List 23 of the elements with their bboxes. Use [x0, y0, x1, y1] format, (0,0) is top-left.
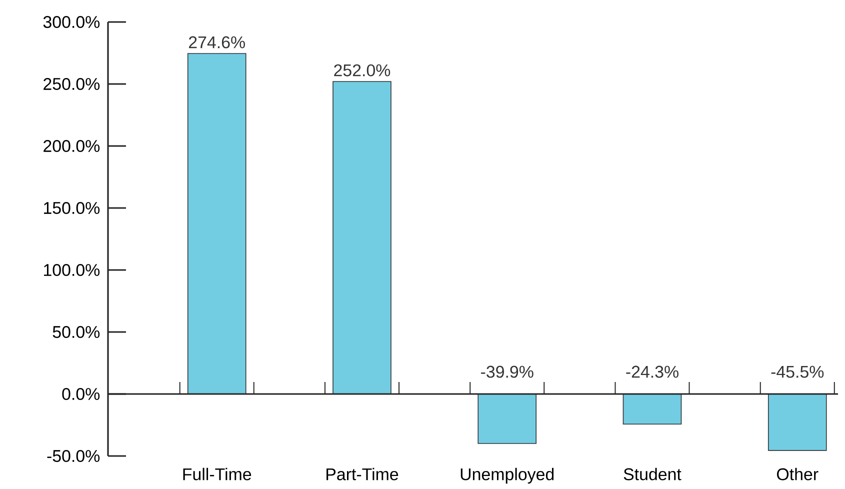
bar: [332, 81, 392, 394]
x-tick-label: Part-Time: [326, 468, 398, 480]
data-label: 274.6%: [188, 36, 245, 48]
bar: [478, 394, 537, 444]
x-tick-label: Student: [624, 468, 682, 480]
x-tick-label: Other: [776, 468, 818, 480]
y-tick-label: -50.0%: [47, 450, 100, 462]
y-tick-label: 50.0%: [52, 326, 100, 338]
y-tick-label: 0.0%: [62, 388, 100, 400]
x-tick-label: Full-Time: [183, 468, 252, 480]
data-label: -24.3%: [626, 366, 678, 378]
y-tick-label: 250.0%: [44, 78, 100, 90]
bar: [187, 53, 246, 394]
y-tick-label: 200.0%: [44, 140, 100, 152]
data-label: -39.9%: [481, 366, 534, 378]
data-label: -45.5%: [771, 366, 824, 378]
y-tick-label: 300.0%: [43, 16, 100, 28]
data-label: 252.0%: [334, 64, 390, 76]
bar: [622, 394, 682, 425]
y-tick-label: 100.0%: [44, 264, 100, 276]
y-tick-label: 150.0%: [44, 202, 100, 214]
bar: [768, 394, 827, 451]
x-tick-label: Unemployed: [460, 468, 554, 484]
